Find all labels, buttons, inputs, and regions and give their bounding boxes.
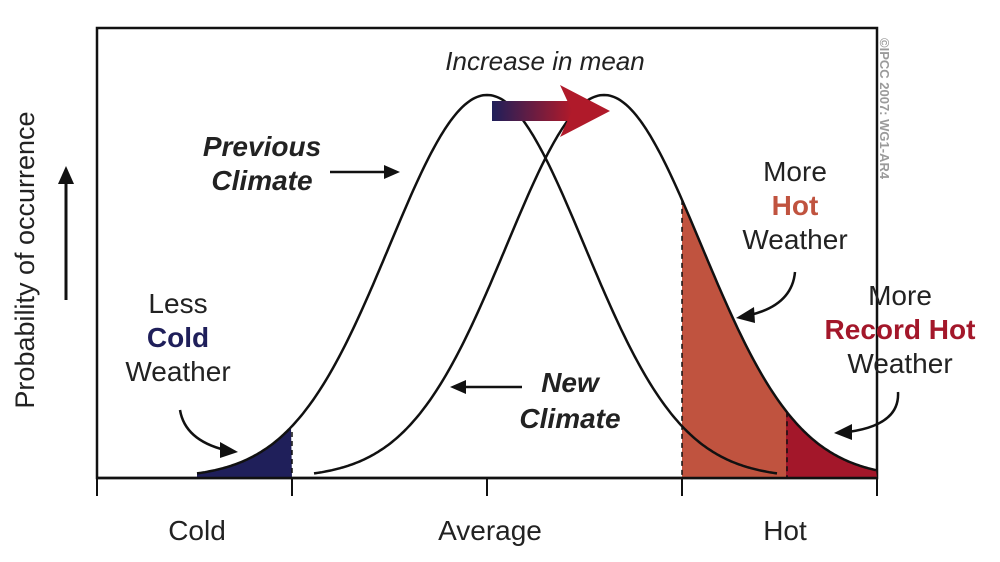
tick-average: Average <box>438 515 542 546</box>
new-label-2: Climate <box>519 403 620 434</box>
less-cold-area <box>197 427 292 478</box>
less-cold-arrow-icon <box>178 409 238 458</box>
less-cold-2: Cold <box>147 322 209 353</box>
up-arrow-icon <box>58 166 74 300</box>
more-hot-1: More <box>763 156 827 187</box>
more-hot-2: Hot <box>772 190 819 221</box>
previous-label-1: Previous <box>203 131 321 162</box>
new-arrow-icon <box>450 380 522 394</box>
more-hot-3: Weather <box>742 224 847 255</box>
record-hot-2: Record Hot <box>825 314 976 345</box>
mean-shift-arrow-icon <box>492 85 610 137</box>
record-hot-arrow-icon <box>834 391 900 440</box>
more-hot-area <box>682 199 787 478</box>
title-increase-in-mean: Increase in mean <box>445 46 644 76</box>
record-hot-3: Weather <box>847 348 952 379</box>
y-axis-label: Probability of occurrence <box>10 111 40 408</box>
previous-label-2: Climate <box>211 165 312 196</box>
tick-hot: Hot <box>763 515 807 546</box>
new-label-1: New <box>541 367 601 398</box>
tick-cold: Cold <box>168 515 226 546</box>
previous-arrow-icon <box>330 165 400 179</box>
copyright: ©IPCC 2007: WG1-AR4 <box>877 38 892 180</box>
previous-climate-curve <box>196 93 778 475</box>
less-cold-3: Weather <box>125 356 230 387</box>
more-hot-arrow-icon <box>736 271 797 323</box>
less-cold-1: Less <box>148 288 207 319</box>
new-climate-curve <box>313 93 877 475</box>
x-axis <box>96 476 878 496</box>
record-hot-area <box>786 410 877 478</box>
record-hot-1: More <box>868 280 932 311</box>
